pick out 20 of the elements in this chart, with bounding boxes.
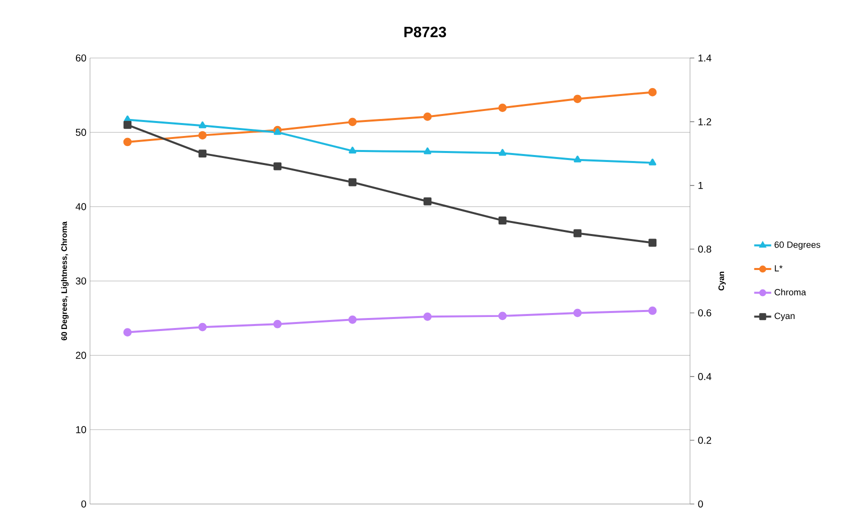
- y-tick-label: 50: [76, 128, 86, 136]
- legend-label: 60 Degrees: [774, 242, 820, 250]
- y-tick-label: 20: [76, 352, 86, 359]
- y2-tick-label: 0.8: [698, 246, 712, 253]
- legend-label: Chroma: [774, 288, 806, 296]
- y2-tick-label: 0.2: [698, 436, 712, 444]
- y-tick-label: 30: [76, 277, 86, 285]
- y-tick-label: 10: [76, 426, 86, 434]
- y-tick-label: 0: [81, 500, 86, 508]
- y2-tick-label: 0.4: [698, 373, 712, 380]
- chart-title: P8723: [404, 26, 446, 38]
- y2-tick-label: 1: [698, 182, 703, 189]
- legend-label: Cyan: [774, 312, 795, 321]
- y2-tick-label: 1.2: [698, 118, 712, 126]
- y2-tick-label: 1.4: [698, 54, 712, 62]
- legend-label: L*: [774, 265, 783, 272]
- y-tick-label: 60: [76, 54, 86, 62]
- y2-tick-label: 0: [698, 500, 703, 508]
- y2-tick-label: 0.6: [698, 309, 712, 316]
- y-tick-label: 40: [76, 203, 86, 210]
